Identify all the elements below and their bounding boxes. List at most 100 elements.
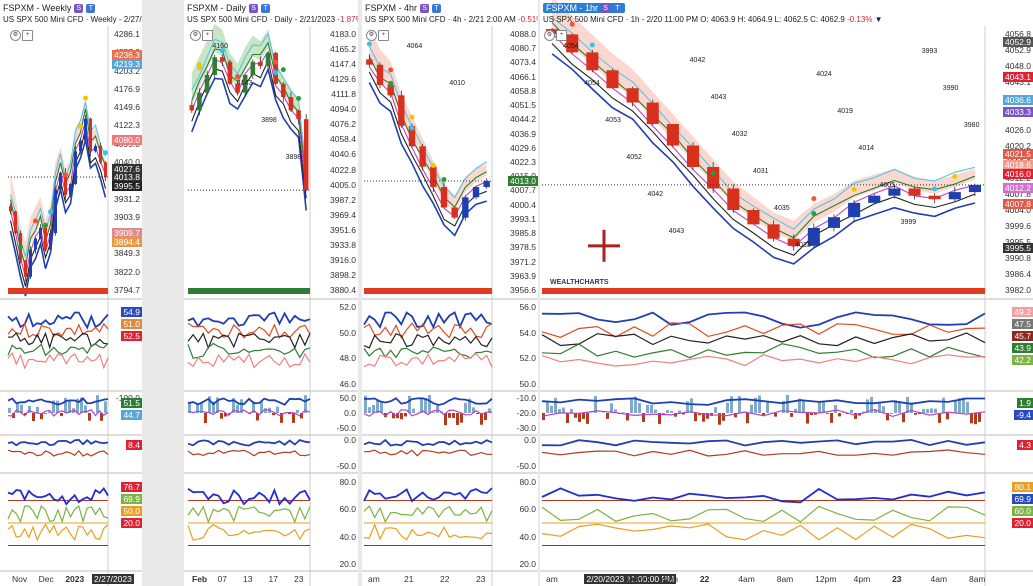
settings-icon[interactable]: ⚙ bbox=[190, 30, 201, 41]
chart-canvas[interactable]: 4160 4143 3898 3898 bbox=[184, 0, 358, 586]
candle-body[interactable] bbox=[767, 224, 780, 239]
daily-chart-panel[interactable]: 4160 4143 3898 3898 FSPXM - Daily S T US SPX … bbox=[184, 0, 358, 586]
candle-body[interactable] bbox=[227, 61, 233, 84]
symbol-label[interactable]: FSPXM - Weekly S T bbox=[3, 3, 96, 14]
candle-body[interactable] bbox=[265, 52, 271, 67]
candle-body[interactable] bbox=[483, 180, 490, 188]
s-badge-icon[interactable]: S bbox=[249, 4, 259, 14]
candle-body[interactable] bbox=[807, 227, 820, 246]
candle-body[interactable] bbox=[787, 238, 800, 246]
candle-body[interactable] bbox=[868, 195, 881, 203]
candle-body[interactable] bbox=[727, 188, 740, 211]
s-badge-icon[interactable]: S bbox=[420, 4, 430, 14]
settings-icon[interactable]: ⚙ bbox=[10, 30, 21, 41]
candle-body[interactable] bbox=[387, 85, 394, 96]
candle-body[interactable] bbox=[288, 97, 294, 111]
candle-body[interactable] bbox=[707, 167, 720, 189]
candle-body[interactable] bbox=[586, 52, 599, 71]
t-badge-icon[interactable]: T bbox=[86, 4, 96, 14]
candle-body[interactable] bbox=[189, 105, 195, 111]
candle-body[interactable] bbox=[948, 192, 961, 200]
t-badge-icon[interactable]: T bbox=[432, 4, 442, 14]
candle-body[interactable] bbox=[376, 64, 384, 86]
candle-body[interactable] bbox=[44, 227, 47, 250]
candle-body[interactable] bbox=[235, 83, 240, 93]
candle-body[interactable] bbox=[54, 189, 57, 234]
candle-body[interactable] bbox=[908, 188, 921, 196]
candle-body[interactable] bbox=[848, 202, 861, 218]
candle-body[interactable] bbox=[440, 187, 448, 208]
s-badge-icon[interactable]: S bbox=[601, 4, 611, 14]
candle-body[interactable] bbox=[74, 151, 77, 185]
candle-body[interactable] bbox=[296, 110, 301, 120]
price-axis-label: 3903.9 bbox=[114, 211, 140, 222]
candle-body[interactable] bbox=[303, 119, 309, 191]
settings-icon[interactable]: ⚙ bbox=[544, 30, 555, 41]
candle-body[interactable] bbox=[747, 210, 760, 225]
candle-body[interactable] bbox=[24, 260, 27, 277]
candle-body[interactable] bbox=[14, 211, 17, 234]
add-indicator-icon[interactable]: + bbox=[378, 30, 389, 41]
candle-body[interactable] bbox=[451, 207, 458, 218]
candle-body[interactable] bbox=[281, 83, 286, 98]
candle-body[interactable] bbox=[212, 57, 217, 75]
price-axis-label: 4076.2 bbox=[330, 119, 356, 130]
candle-body[interactable] bbox=[646, 102, 659, 125]
candle-body[interactable] bbox=[366, 59, 373, 65]
candle-body[interactable] bbox=[827, 217, 841, 228]
candle-body[interactable] bbox=[242, 74, 248, 93]
candle-body[interactable] bbox=[34, 238, 37, 250]
candle-body[interactable] bbox=[626, 88, 639, 103]
candle-body[interactable] bbox=[462, 197, 469, 218]
candle-body[interactable] bbox=[29, 249, 32, 277]
weekly-chart-panel[interactable]: FSPXM - Weekly S T US SPX 500 Mini CFD · W… bbox=[0, 0, 142, 586]
candle-body[interactable] bbox=[59, 173, 62, 190]
chart-canvas[interactable] bbox=[0, 0, 142, 586]
candle-body[interactable] bbox=[89, 118, 92, 152]
settings-icon[interactable]: ⚙ bbox=[366, 30, 377, 41]
candle-body[interactable] bbox=[39, 227, 42, 239]
candle-body[interactable] bbox=[968, 184, 981, 193]
1hr-chart-panel[interactable]: 4054 4054 4053 4052 4042 4043 4042 4043 4032 4031… bbox=[540, 0, 1033, 586]
candle-body[interactable] bbox=[94, 145, 97, 152]
add-indicator-icon[interactable]: + bbox=[22, 30, 33, 41]
t-badge-icon[interactable]: T bbox=[261, 4, 271, 14]
candle-body[interactable] bbox=[419, 146, 426, 167]
candle-body[interactable] bbox=[273, 52, 278, 84]
candle-body[interactable] bbox=[398, 95, 405, 126]
chart-canvas[interactable]: 4064 4010 bbox=[362, 0, 538, 586]
candle-body[interactable] bbox=[888, 188, 901, 196]
candle-body[interactable] bbox=[69, 184, 72, 195]
candle-body[interactable] bbox=[197, 92, 202, 111]
chart-canvas[interactable]: 4054 4054 4053 4052 4042 4043 4042 4043 4032 4031… bbox=[540, 0, 1033, 586]
add-indicator-icon[interactable]: + bbox=[202, 30, 213, 41]
candle-body[interactable] bbox=[258, 61, 263, 67]
candle-body[interactable] bbox=[204, 74, 210, 93]
symbol-label[interactable]: FSPXM - Daily S T bbox=[187, 3, 271, 14]
candle-body[interactable] bbox=[686, 145, 700, 168]
candle-body[interactable] bbox=[9, 205, 12, 212]
s-badge-icon[interactable]: S bbox=[74, 4, 84, 14]
price-axis-label: 4176.9 bbox=[114, 83, 140, 94]
level-annotation: 4043 bbox=[669, 228, 685, 235]
candle-body[interactable] bbox=[79, 140, 82, 152]
candle-body[interactable] bbox=[430, 166, 437, 188]
symbol-label[interactable]: FSPXM - 4hr S T bbox=[365, 3, 442, 14]
candle-body[interactable] bbox=[250, 61, 256, 75]
candle-body[interactable] bbox=[928, 195, 941, 200]
candle-body[interactable] bbox=[408, 125, 416, 147]
candle-body[interactable] bbox=[566, 34, 579, 53]
candle-body[interactable] bbox=[99, 145, 102, 163]
4hr-chart-panel[interactable]: 4064 4010 FSPXM - 4hr S T US SPX 500 Mini C… bbox=[362, 0, 538, 586]
candle-body[interactable] bbox=[49, 233, 52, 250]
candle-body[interactable] bbox=[666, 124, 679, 146]
candle-body[interactable] bbox=[104, 162, 107, 177]
candle-body[interactable] bbox=[84, 118, 87, 141]
candle-body[interactable] bbox=[606, 70, 619, 89]
t-badge-icon[interactable]: T bbox=[613, 4, 623, 14]
add-indicator-icon[interactable]: + bbox=[556, 30, 567, 41]
symbol-label[interactable]: FSPXM - 1hr S T bbox=[543, 3, 626, 14]
candle-body[interactable] bbox=[220, 57, 225, 62]
candle-body[interactable] bbox=[472, 187, 480, 198]
candle-body[interactable] bbox=[64, 173, 67, 195]
